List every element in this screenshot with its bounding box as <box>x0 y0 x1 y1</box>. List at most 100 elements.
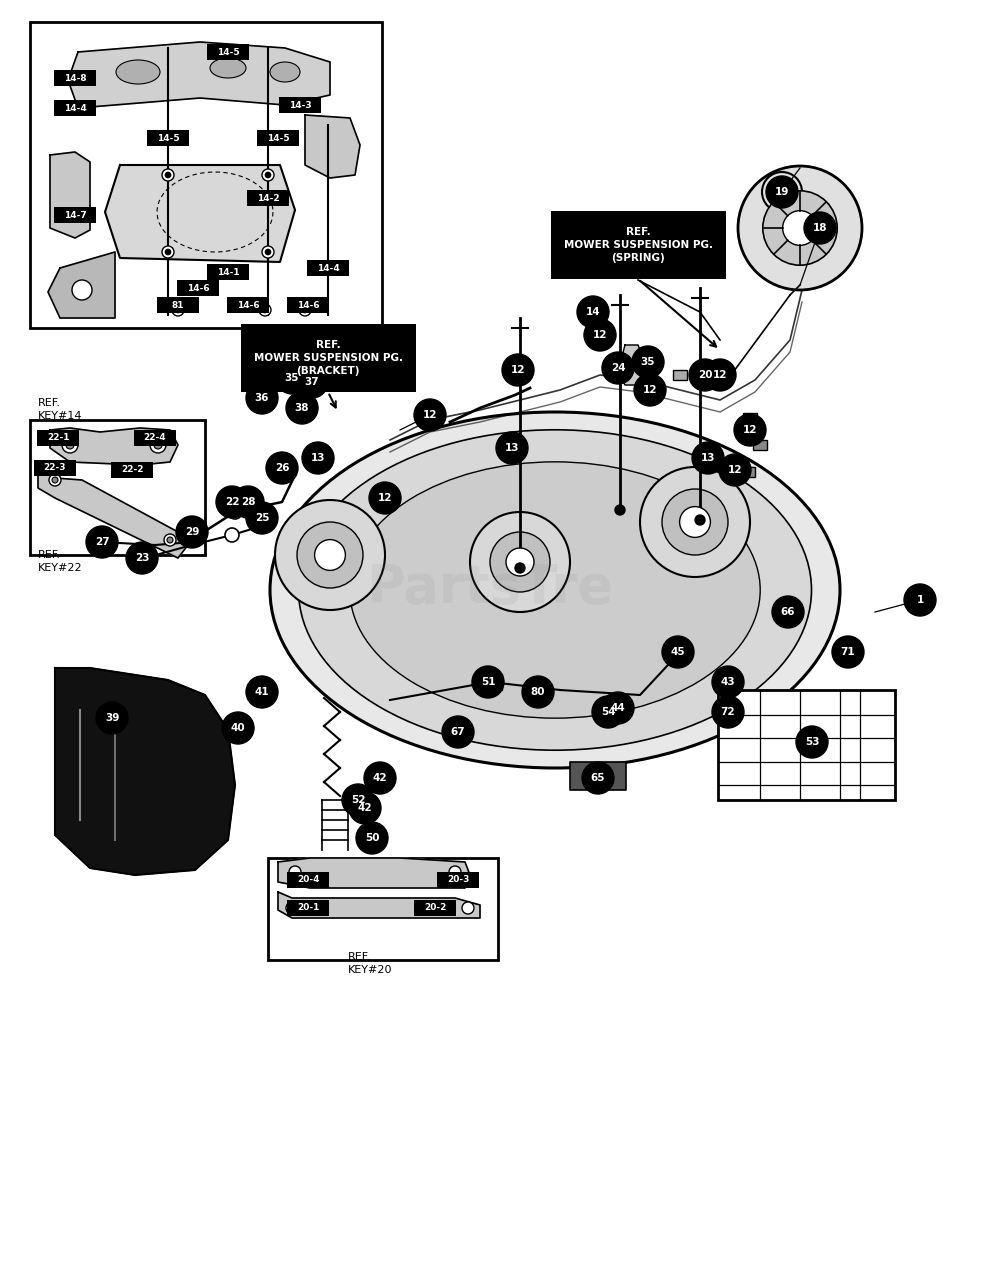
Circle shape <box>633 374 666 406</box>
Polygon shape <box>68 42 329 108</box>
Circle shape <box>711 666 743 698</box>
Circle shape <box>167 538 173 543</box>
Circle shape <box>176 516 208 548</box>
Circle shape <box>289 867 301 878</box>
Text: 14-4: 14-4 <box>63 104 87 113</box>
Ellipse shape <box>349 462 759 718</box>
Circle shape <box>515 563 525 573</box>
Circle shape <box>461 902 473 914</box>
Circle shape <box>246 502 278 534</box>
Text: 14-6: 14-6 <box>297 301 319 310</box>
Circle shape <box>582 762 613 794</box>
Circle shape <box>364 762 395 794</box>
Circle shape <box>261 246 274 259</box>
Circle shape <box>264 172 271 178</box>
Circle shape <box>315 540 345 571</box>
Polygon shape <box>305 115 360 178</box>
Bar <box>30 22 382 328</box>
Text: 51: 51 <box>480 677 495 687</box>
Text: 12: 12 <box>422 410 437 420</box>
Text: 14-3: 14-3 <box>288 101 311 110</box>
Bar <box>740 467 754 477</box>
Circle shape <box>296 366 327 398</box>
Text: 52: 52 <box>350 795 365 805</box>
Circle shape <box>688 358 720 390</box>
Polygon shape <box>105 165 295 262</box>
Circle shape <box>506 548 533 576</box>
Polygon shape <box>50 428 177 465</box>
Bar <box>227 297 269 314</box>
Circle shape <box>762 191 836 265</box>
Bar <box>672 370 686 380</box>
Text: REF.
MOWER SUSPENSION PG.
(BRACKET): REF. MOWER SUSPENSION PG. (BRACKET) <box>253 339 402 376</box>
Circle shape <box>631 346 664 378</box>
Text: 35: 35 <box>285 372 299 383</box>
Text: 1: 1 <box>915 595 923 605</box>
Text: 14-6: 14-6 <box>237 301 259 310</box>
Bar <box>550 211 725 279</box>
Text: 20-4: 20-4 <box>297 876 318 884</box>
Bar <box>742 413 756 422</box>
Circle shape <box>489 532 549 591</box>
Text: 24: 24 <box>610 364 625 372</box>
Circle shape <box>502 355 533 387</box>
Text: 28: 28 <box>241 497 255 507</box>
Text: 14-2: 14-2 <box>256 193 279 202</box>
Circle shape <box>246 676 278 708</box>
Circle shape <box>831 636 863 668</box>
Circle shape <box>342 783 374 817</box>
Text: 25: 25 <box>254 513 269 524</box>
Circle shape <box>276 362 308 394</box>
Bar <box>207 44 248 60</box>
Ellipse shape <box>298 430 810 750</box>
Circle shape <box>584 319 615 351</box>
Circle shape <box>691 442 724 474</box>
Circle shape <box>175 307 180 314</box>
Bar <box>241 324 415 392</box>
Bar <box>54 100 96 116</box>
Text: 14-1: 14-1 <box>217 268 239 276</box>
Bar <box>481 675 502 690</box>
Ellipse shape <box>116 60 160 84</box>
Text: 39: 39 <box>105 713 119 723</box>
Circle shape <box>804 212 835 244</box>
Circle shape <box>246 381 278 413</box>
Text: 14-7: 14-7 <box>63 210 87 219</box>
Bar <box>282 372 298 384</box>
Bar <box>413 900 456 916</box>
Text: 71: 71 <box>840 646 855 657</box>
Circle shape <box>162 169 174 180</box>
Circle shape <box>903 584 935 616</box>
Circle shape <box>126 541 158 573</box>
Text: 38: 38 <box>295 403 309 413</box>
Text: 12: 12 <box>727 465 741 475</box>
Text: 67: 67 <box>451 727 464 737</box>
Circle shape <box>96 701 128 733</box>
Text: 80: 80 <box>530 687 544 698</box>
Text: 22: 22 <box>225 497 239 507</box>
Circle shape <box>738 166 861 291</box>
Circle shape <box>449 867 460 878</box>
Bar <box>279 97 320 113</box>
Text: 81: 81 <box>172 301 184 310</box>
Text: 26: 26 <box>274 463 289 474</box>
Bar <box>668 643 687 658</box>
Bar <box>268 858 498 960</box>
Text: REF.
KEY#14: REF. KEY#14 <box>38 398 83 421</box>
Text: 40: 40 <box>231 723 246 733</box>
Text: 12: 12 <box>593 330 606 340</box>
Text: 65: 65 <box>591 773 604 783</box>
Text: 27: 27 <box>95 538 109 547</box>
Text: 14-5: 14-5 <box>217 47 239 56</box>
Circle shape <box>164 534 176 547</box>
Circle shape <box>150 436 166 453</box>
Text: REF.
MOWER SUSPENSION PG.
(SPRING): REF. MOWER SUSPENSION PG. (SPRING) <box>563 227 712 264</box>
Circle shape <box>275 500 385 611</box>
Bar <box>717 690 894 800</box>
Bar <box>256 131 299 146</box>
Circle shape <box>286 902 298 914</box>
Text: 14-4: 14-4 <box>317 264 339 273</box>
Polygon shape <box>617 346 644 385</box>
Circle shape <box>765 177 798 209</box>
Text: 12: 12 <box>742 425 756 435</box>
